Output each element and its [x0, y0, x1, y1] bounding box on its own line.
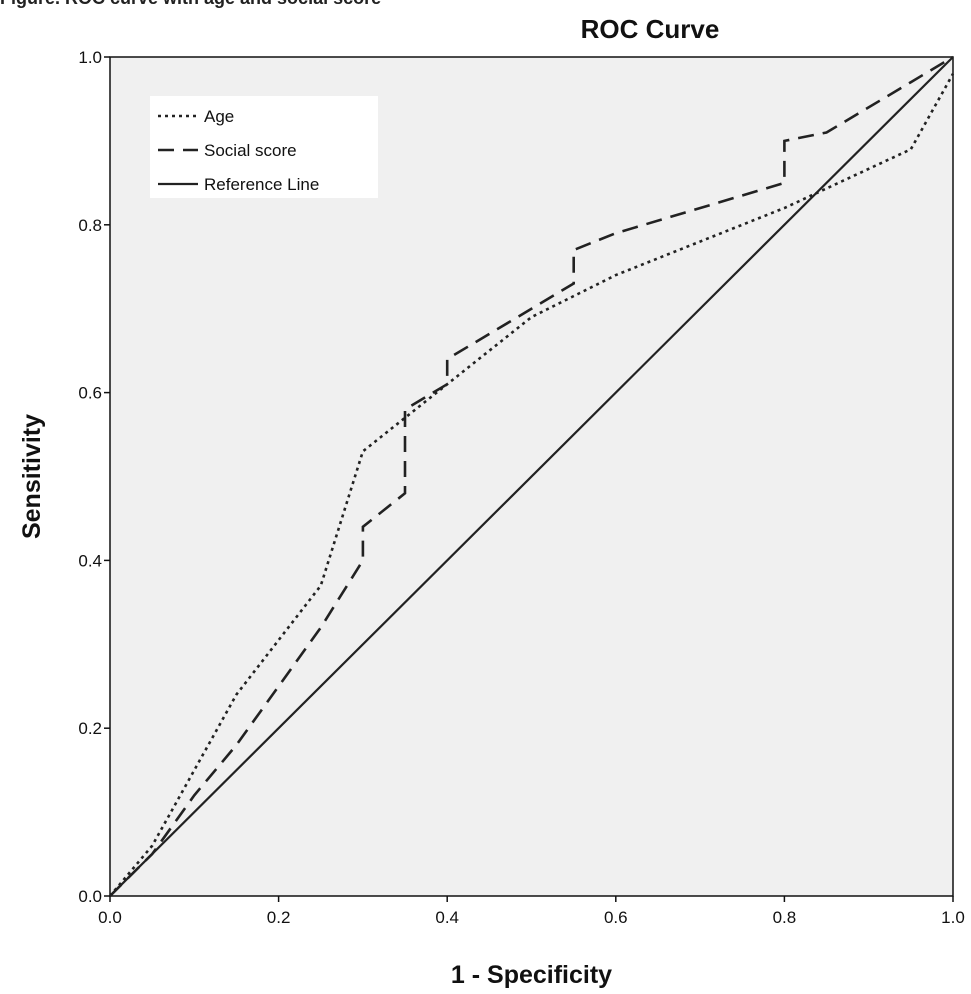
legend-label: Age: [204, 107, 234, 126]
x-tick-label: 0.6: [604, 908, 628, 927]
series-lines: [109, 55, 955, 897]
legend: Age Social score Reference Line: [150, 96, 378, 198]
legend-label: Social score: [204, 141, 297, 160]
x-tick-label: 0.2: [267, 908, 291, 927]
y-tick-label: 0.0: [78, 887, 102, 906]
series-line-reference-line: [109, 56, 954, 897]
figure-caption: Figure. ROC curve with age and social sc…: [0, 0, 381, 9]
y-tick-label: 0.2: [78, 719, 102, 738]
x-tick-label: 0.4: [435, 908, 459, 927]
y-tick-label: 1.0: [78, 48, 102, 67]
chart-title: ROC Curve: [580, 14, 720, 44]
x-axis-label: 1 - Specificity: [451, 961, 612, 989]
legend-box: [150, 96, 378, 198]
y-axis-label: Sensitivity: [18, 414, 46, 539]
y-tick-label: 0.6: [78, 384, 102, 403]
x-tick-label: 0.8: [773, 908, 797, 927]
axes: 0.0 0.2 0.4 0.6 0.8 1.0 0.0 0.2 0.4 0.6 0.8 1.0: [78, 48, 964, 927]
x-tick-label: 0.0: [98, 908, 122, 927]
x-tick-label: 1.0: [941, 908, 965, 927]
legend-label: Reference Line: [204, 175, 319, 194]
y-tick-label: 0.8: [78, 216, 102, 235]
y-tick-label: 0.4: [78, 551, 102, 570]
